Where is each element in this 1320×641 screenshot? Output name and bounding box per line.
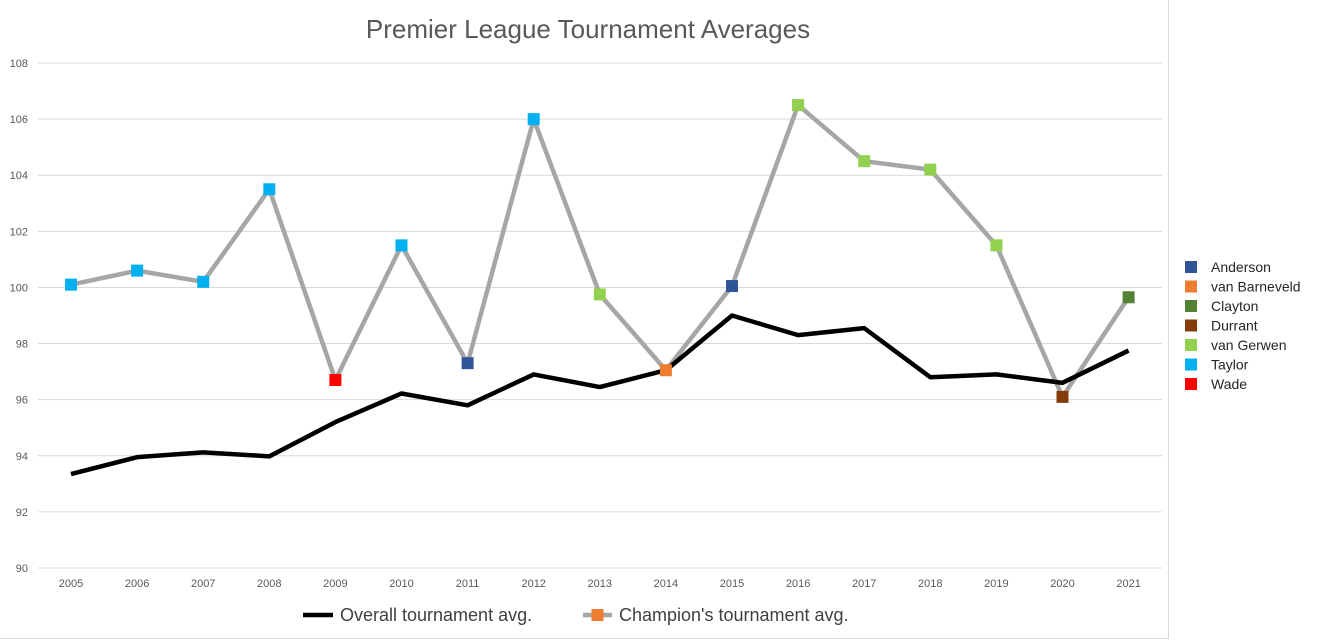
x-tick-label: 2020 xyxy=(1050,578,1074,590)
y-tick-label: 100 xyxy=(10,282,28,294)
x-tick-label: 2015 xyxy=(720,578,744,590)
x-tick-label: 2011 xyxy=(456,578,480,590)
legend-label: Durrant xyxy=(1211,318,1258,334)
y-axis-ticks: 90 92 94 96 98 100 102 104 106 108 xyxy=(10,58,28,575)
y-tick-label: 106 xyxy=(10,114,28,126)
champion-marker xyxy=(527,113,540,126)
champion-marker xyxy=(924,163,937,176)
champion-marker xyxy=(329,374,342,387)
y-tick-label: 102 xyxy=(10,226,28,238)
champion-marker xyxy=(461,357,474,370)
champion-marker xyxy=(792,99,805,112)
y-tick-label: 104 xyxy=(10,170,28,182)
overall-avg-line xyxy=(70,313,1130,477)
champion-marker xyxy=(858,155,871,168)
x-tick-label: 2018 xyxy=(918,578,942,590)
champion-marker xyxy=(990,239,1003,252)
legend-swatch xyxy=(1185,280,1197,293)
y-tick-label: 94 xyxy=(16,451,28,463)
champion-marker xyxy=(263,183,276,196)
legend-swatch xyxy=(1185,261,1197,273)
legend-label-overall: Overall tournament avg. xyxy=(340,605,532,625)
x-tick-label: 2010 xyxy=(389,578,413,590)
champion-markers xyxy=(65,99,1135,403)
legend-swatch xyxy=(1185,378,1197,390)
legend-swatch xyxy=(1185,358,1197,371)
chart-area-border xyxy=(0,0,1169,639)
y-tick-label: 98 xyxy=(16,339,28,351)
legend-label: Clayton xyxy=(1211,298,1258,314)
x-tick-label: 2005 xyxy=(59,578,83,590)
legend-label: Anderson xyxy=(1211,259,1271,275)
series-legend: Overall tournament avg. Champion's tourna… xyxy=(303,605,849,625)
champion-marker xyxy=(726,280,738,293)
legend-label: Taylor xyxy=(1211,357,1249,373)
legend-label: van Gerwen xyxy=(1211,337,1286,353)
y-tick-label: 108 xyxy=(10,58,28,70)
x-axis-ticks: 2005 2006 2007 2008 2009 2010 2011 2012 2013 2014… xyxy=(59,578,1141,590)
champion-marker xyxy=(131,264,144,277)
y-tick-label: 96 xyxy=(16,395,28,407)
y-tick-label: 92 xyxy=(16,507,28,519)
champion-marker xyxy=(197,275,210,288)
champion-marker xyxy=(1056,390,1069,403)
champion-marker xyxy=(1122,291,1135,304)
legend-label: Wade xyxy=(1211,376,1247,392)
y-tick-label: 90 xyxy=(16,563,28,575)
x-tick-label: 2009 xyxy=(323,578,347,590)
champion-marker xyxy=(65,278,77,291)
champion-avg-line xyxy=(70,102,1131,400)
legend-label: van Barneveld xyxy=(1211,279,1301,295)
x-tick-label: 2014 xyxy=(654,578,678,590)
legend-label-champion: Champion's tournament avg. xyxy=(619,605,849,625)
champion-marker xyxy=(395,239,408,252)
champion-marker xyxy=(593,288,606,301)
legend-swatch xyxy=(1185,300,1197,312)
champion-legend: Anderson van Barneveld Clayton Durrant van G… xyxy=(1185,259,1301,392)
x-tick-label: 2007 xyxy=(191,578,215,590)
chart-title: Premier League Tournament Averages xyxy=(366,14,810,44)
legend-swatch xyxy=(1185,339,1197,351)
x-tick-label: 2016 xyxy=(786,578,810,590)
gridlines xyxy=(38,62,1162,569)
x-tick-label: 2019 xyxy=(984,578,1008,590)
legend-swatch xyxy=(1185,319,1197,332)
x-tick-label: 2006 xyxy=(125,578,149,590)
x-tick-label: 2012 xyxy=(521,578,545,590)
champion-marker xyxy=(659,364,672,377)
x-tick-label: 2017 xyxy=(852,578,876,590)
x-tick-label: 2008 xyxy=(257,578,281,590)
legend-marker-champion xyxy=(591,609,604,621)
x-tick-label: 2021 xyxy=(1116,578,1140,590)
x-tick-label: 2013 xyxy=(588,578,612,590)
